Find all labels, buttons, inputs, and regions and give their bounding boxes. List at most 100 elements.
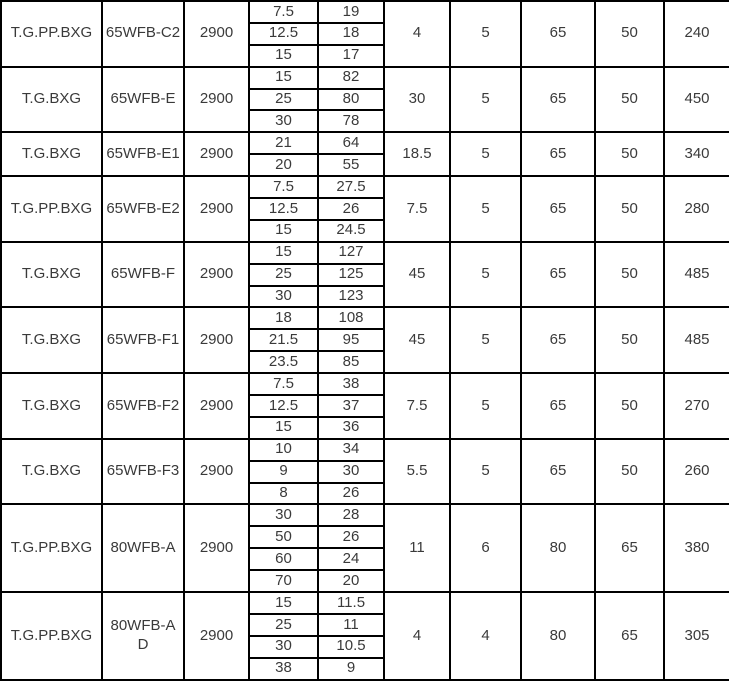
weight-cell: 260: [663, 437, 729, 506]
flow-cell: 23.5: [248, 350, 319, 375]
weight-cell: 280: [663, 175, 729, 243]
head-cell: 38: [317, 372, 385, 397]
speed-cell: 2900: [183, 437, 250, 506]
model-cell: 65WFB-C2: [101, 0, 185, 68]
flow-cell: 15: [248, 218, 319, 243]
head-cell: 37: [317, 394, 385, 418]
head-cell: 80: [317, 87, 385, 112]
flow-cell: 30: [248, 634, 319, 659]
table-row: T.G.BXG 65WFB-F1 2900 18 108 45 5 65 50 485: [0, 306, 729, 375]
table-row: 25 80: [1, 87, 729, 112]
table-row: 60 24: [1, 547, 729, 572]
flow-cell: 7.5: [248, 372, 319, 397]
power-cell: 4: [383, 591, 451, 681]
speed-cell: 2900: [183, 175, 250, 243]
head-cell: 34: [317, 437, 385, 462]
outlet-size-cell: 50: [594, 0, 665, 68]
head-cell: 17: [317, 43, 385, 68]
material-cell: T.G.PP.BXG: [0, 0, 103, 68]
flow-cell: 30: [248, 109, 319, 134]
flow-cell: 15: [248, 240, 319, 265]
table-row: 9 30: [1, 459, 729, 484]
model-cell: 80WFB-A: [101, 503, 185, 594]
table-row: 70 20: [1, 569, 729, 594]
head-cell: 85: [317, 350, 385, 375]
material-cell: T.G.BXG: [0, 306, 103, 375]
spec-value-cell: 5: [449, 372, 522, 440]
table-row: 15 17: [1, 43, 729, 68]
flow-cell: 25: [248, 612, 319, 637]
table-row: 21.5 95: [1, 328, 729, 353]
inlet-size-cell: 65: [520, 131, 596, 178]
flow-cell: 38: [248, 656, 319, 681]
spec-value-cell: 5: [449, 65, 522, 134]
outlet-size-cell: 50: [594, 131, 665, 178]
head-cell: 30: [317, 459, 385, 484]
table-row: 12.5 26: [1, 197, 729, 221]
power-cell: 5.5: [383, 437, 451, 506]
inlet-size-cell: 65: [520, 437, 596, 506]
table-row: T.G.BXG 65WFB-E1 2900 21 64 18.5 5 65 50 340: [0, 131, 729, 178]
table-row: 23.5 85: [1, 350, 729, 375]
flow-cell: 12.5: [248, 394, 319, 418]
flow-cell: 7.5: [248, 0, 319, 24]
model-cell: 65WFB-E1: [101, 131, 185, 178]
flow-cell: 15: [248, 415, 319, 440]
spec-value-cell: 5: [449, 175, 522, 243]
table-row: T.G.PP.BXG 80WFB-A 2900 30 28 11 6 80 65 380: [0, 503, 729, 594]
head-cell: 125: [317, 262, 385, 287]
flow-cell: 18: [248, 306, 319, 331]
flow-cell: 21: [248, 131, 319, 156]
head-cell: 78: [317, 109, 385, 134]
flow-cell: 9: [248, 459, 319, 484]
head-cell: 26: [317, 197, 385, 221]
material-cell: T.G.BXG: [0, 131, 103, 178]
flow-cell: 20: [248, 153, 319, 178]
table-row: 38 9: [1, 656, 729, 681]
model-cell: 65WFB-F3: [101, 437, 185, 506]
table-row: 30 78: [1, 109, 729, 134]
inlet-size-cell: 65: [520, 240, 596, 309]
table-row: 30 10.5: [1, 634, 729, 659]
flow-cell: 8: [248, 481, 319, 506]
table-row: T.G.BXG 65WFB-F2 2900 7.5 38 7.5 5 65 50 270: [0, 372, 729, 440]
flow-cell: 15: [248, 43, 319, 68]
table-row: T.G.PP.BXG 65WFB-C2 2900 7.5 19 4 5 65 50 240: [0, 0, 729, 68]
outlet-size-cell: 65: [594, 503, 665, 594]
table-row: 25 125: [1, 262, 729, 287]
flow-cell: 7.5: [248, 175, 319, 200]
table-row: 8 26: [1, 481, 729, 506]
material-cell: T.G.BXG: [0, 65, 103, 134]
power-cell: 30: [383, 65, 451, 134]
table-row: T.G.PP.BXG 80WFB-A D 2900 15 11.5 4 4 80 65 305: [0, 591, 729, 681]
weight-cell: 340: [663, 131, 729, 178]
head-cell: 95: [317, 328, 385, 353]
material-cell: T.G.PP.BXG: [0, 591, 103, 681]
weight-cell: 485: [663, 240, 729, 309]
inlet-size-cell: 65: [520, 0, 596, 68]
table-row: 20 55: [1, 153, 729, 178]
model-cell: 65WFB-E2: [101, 175, 185, 243]
outlet-size-cell: 50: [594, 437, 665, 506]
model-cell: 65WFB-E: [101, 65, 185, 134]
model-cell: 80WFB-A D: [101, 591, 185, 681]
head-cell: 36: [317, 415, 385, 440]
spec-value-cell: 5: [449, 240, 522, 309]
flow-cell: 12.5: [248, 21, 319, 46]
spec-value-cell: 5: [449, 0, 522, 68]
flow-cell: 30: [248, 503, 319, 528]
head-cell: 18: [317, 21, 385, 46]
speed-cell: 2900: [183, 240, 250, 309]
outlet-size-cell: 50: [594, 240, 665, 309]
weight-cell: 380: [663, 503, 729, 594]
model-cell: 65WFB-F: [101, 240, 185, 309]
table-row: 30 123: [1, 284, 729, 309]
head-cell: 19: [317, 0, 385, 24]
head-cell: 82: [317, 65, 385, 90]
flow-cell: 15: [248, 65, 319, 90]
material-cell: T.G.BXG: [0, 240, 103, 309]
outlet-size-cell: 50: [594, 372, 665, 440]
power-cell: 11: [383, 503, 451, 594]
head-cell: 20: [317, 569, 385, 594]
